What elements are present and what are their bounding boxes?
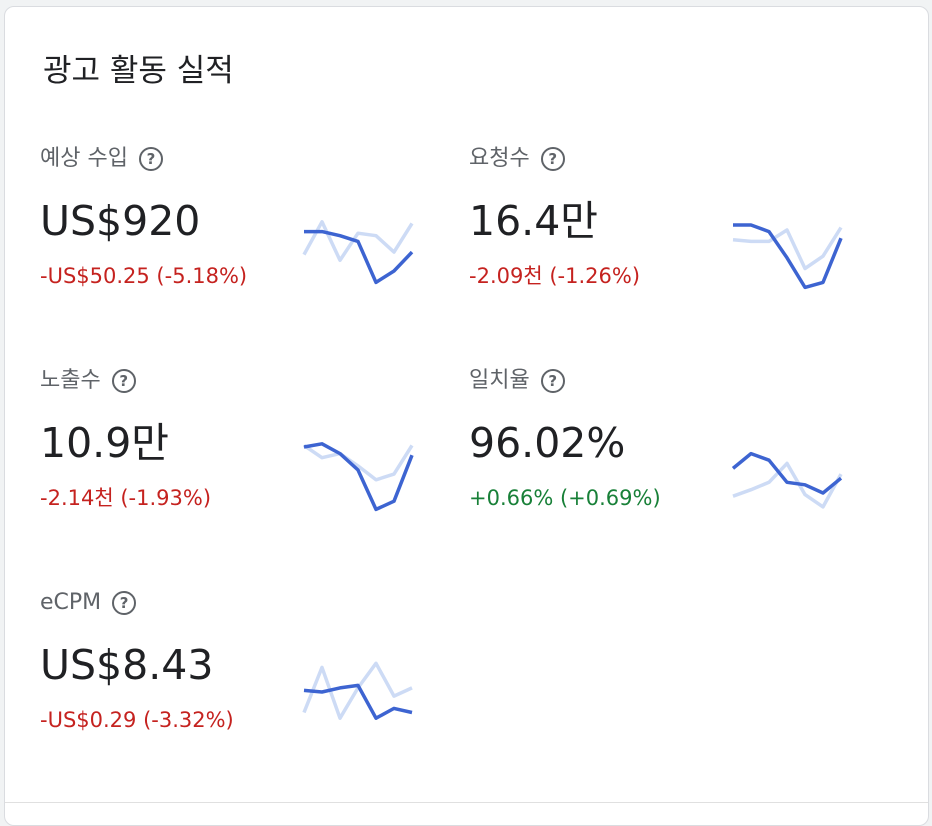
metric-value: 10.9만	[40, 419, 170, 467]
current-period-line	[303, 442, 414, 512]
previous-period-line	[302, 220, 414, 263]
metric-value: 96.02%	[469, 419, 626, 467]
previous-period-line	[732, 226, 843, 271]
current-period-line	[303, 683, 413, 720]
help-icon[interactable]: ?	[540, 369, 565, 393]
metric-change: -2.09천 (-1.26%)	[469, 264, 641, 288]
card-title: 광고 활동 실적	[43, 53, 234, 89]
metric-value: US$920	[40, 197, 201, 245]
sparkline	[302, 661, 413, 720]
help-icon[interactable]: ?	[138, 147, 163, 171]
sparkline	[732, 223, 843, 290]
previous-period-line	[732, 461, 843, 509]
metric-label: eCPM	[40, 590, 102, 615]
metric-label: 요청수	[469, 146, 530, 171]
ad-performance-card: 광고 활동 실적 예상 수입? US$920 -US$50.25 (-5.18%…	[4, 6, 929, 826]
metric-value: US$8.43	[40, 641, 214, 689]
sparkline	[303, 442, 414, 512]
metric-label: 예상 수입	[40, 146, 128, 171]
sparkline	[731, 451, 843, 509]
help-icon[interactable]: ?	[112, 591, 137, 615]
metric-ecpm[interactable]: eCPM? US$8.43 -US$0.29 (-3.32%)	[40, 587, 440, 777]
previous-period-line	[303, 443, 414, 482]
current-period-line	[733, 223, 843, 290]
help-icon[interactable]: ?	[111, 369, 136, 393]
help-icon[interactable]: ?	[540, 147, 565, 171]
metric-requests[interactable]: 요청수? 16.4만 -2.09천 (-1.26%)	[469, 143, 869, 333]
sparkline	[302, 220, 414, 285]
metric-estimated-earnings[interactable]: 예상 수입? US$920 -US$50.25 (-5.18%)	[40, 143, 440, 333]
metric-change: +0.66% (+0.69%)	[469, 486, 661, 510]
divider	[5, 802, 928, 803]
metric-label: 노출수	[40, 368, 101, 393]
metric-label: 일치율	[469, 368, 530, 393]
metric-change: -US$0.29 (-3.32%)	[40, 708, 234, 732]
metric-change: -US$50.25 (-5.18%)	[40, 264, 248, 288]
metric-impressions[interactable]: 노출수? 10.9만 -2.14천 (-1.93%)	[40, 365, 440, 555]
metric-value: 16.4만	[469, 197, 599, 245]
current-period-line	[304, 229, 414, 285]
metric-change: -2.14천 (-1.93%)	[40, 486, 212, 510]
current-period-line	[731, 451, 843, 495]
metric-match-rate[interactable]: 일치율? 96.02% +0.66% (+0.69%)	[469, 365, 869, 555]
